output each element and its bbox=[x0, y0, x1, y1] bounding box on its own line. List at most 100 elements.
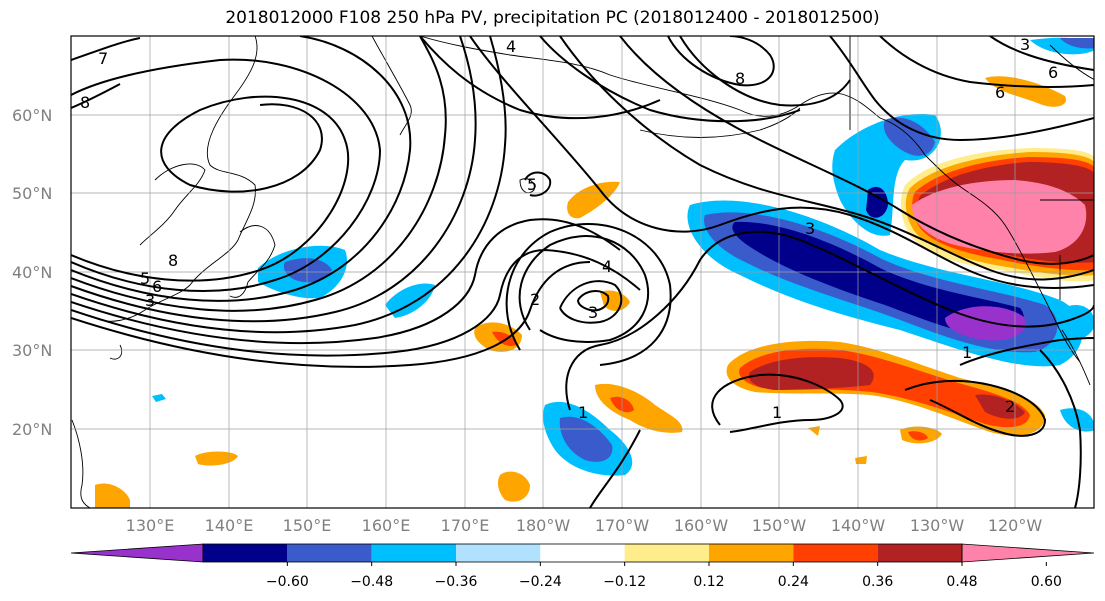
pv-contour bbox=[518, 235, 650, 343]
pv-contour bbox=[469, 36, 1094, 289]
contour-label: 6 bbox=[152, 277, 162, 296]
lon-label: 180°W bbox=[516, 516, 571, 535]
lon-label: 160°W bbox=[674, 516, 729, 535]
precip-patch bbox=[595, 383, 683, 433]
contour-label: 6 bbox=[995, 83, 1005, 102]
pv-contour bbox=[419, 36, 661, 120]
colorbar-segment bbox=[371, 544, 456, 562]
lon-label: 130°E bbox=[126, 516, 175, 535]
pv-contour bbox=[879, 36, 1094, 88]
coastline bbox=[879, 117, 1081, 363]
colorbar-tick-label: 0.12 bbox=[693, 574, 724, 590]
colorbar-tick-label: −0.24 bbox=[519, 574, 562, 590]
colorbar-segment bbox=[203, 544, 288, 562]
precip-patch bbox=[808, 426, 820, 436]
contour-label: 7 bbox=[98, 49, 108, 68]
lon-label: 130°W bbox=[910, 516, 965, 535]
pv-contour bbox=[71, 36, 447, 312]
colorbar-tick-label: −0.12 bbox=[603, 574, 646, 590]
pv-contours bbox=[71, 36, 1094, 508]
pv-contour bbox=[71, 83, 121, 109]
precip-patch bbox=[732, 221, 1024, 338]
precip-patch bbox=[975, 394, 1025, 419]
lon-label: 150°E bbox=[283, 516, 332, 535]
lon-label: 170°W bbox=[595, 516, 650, 535]
pv-contour bbox=[565, 230, 1094, 411]
contour-label: 3 bbox=[805, 219, 815, 238]
pv-contour bbox=[71, 36, 507, 334]
precip-patch bbox=[908, 431, 928, 441]
precip-patch bbox=[195, 451, 238, 466]
precip-patch bbox=[95, 483, 130, 508]
coastline bbox=[139, 163, 206, 246]
lat-label: 50°N bbox=[12, 184, 52, 203]
pv-contour bbox=[711, 373, 844, 433]
pv-contour bbox=[559, 36, 1094, 281]
colorbar-extension-low bbox=[70, 543, 204, 563]
contour-label: 8 bbox=[168, 251, 178, 270]
lat-label: 20°N bbox=[12, 420, 52, 439]
colorbar-tick-label: 0.36 bbox=[862, 574, 893, 590]
lat-label: 60°N bbox=[12, 106, 52, 125]
precip-patch bbox=[559, 416, 613, 462]
pv-contour bbox=[71, 248, 641, 357]
pv-contour bbox=[71, 261, 591, 368]
contour-label: 1 bbox=[962, 343, 972, 362]
precip-patch bbox=[567, 181, 620, 219]
colorbar-segment bbox=[709, 544, 794, 562]
colorbar-extension-high bbox=[961, 543, 1095, 563]
lon-label: 140°E bbox=[205, 516, 254, 535]
precip-positive-shading bbox=[95, 76, 1094, 508]
contour-label: 3 bbox=[588, 303, 598, 322]
coastline bbox=[109, 344, 123, 360]
contour-label: 2 bbox=[530, 290, 540, 309]
pv-contour bbox=[959, 337, 1094, 366]
colorbar-tick-label: −0.60 bbox=[266, 574, 309, 590]
pv-contour bbox=[1039, 349, 1082, 508]
colorbar-tick-label: 0.24 bbox=[778, 574, 809, 590]
precip-patch bbox=[985, 76, 1066, 107]
contour-label: 1 bbox=[578, 403, 588, 422]
lon-label: 120°W bbox=[988, 516, 1043, 535]
coastline bbox=[371, 36, 412, 136]
graticule bbox=[71, 36, 1094, 508]
precip-patch bbox=[283, 258, 332, 283]
contour-labels: 7 8 4 8 3 6 6 8 6 5 3 4 2 3 1 1 1 2 3 5 bbox=[80, 36, 1058, 422]
coastline bbox=[639, 107, 801, 138]
pv-contour bbox=[71, 36, 412, 302]
contour-label: 4 bbox=[506, 37, 516, 56]
colorbar-tick-label: −0.36 bbox=[435, 574, 478, 590]
coastline bbox=[1049, 44, 1094, 80]
coastline bbox=[1061, 329, 1091, 386]
pv-contour bbox=[71, 36, 477, 323]
contour-label: 1 bbox=[772, 403, 782, 422]
precip-patch bbox=[748, 357, 874, 390]
lat-label: 40°N bbox=[12, 263, 52, 282]
colorbar-tick-label: −0.48 bbox=[350, 574, 393, 590]
pv-contour bbox=[71, 95, 350, 282]
coastline bbox=[229, 225, 276, 298]
pv-contour bbox=[577, 290, 610, 312]
pv-contour bbox=[667, 36, 775, 87]
colorbar-segment bbox=[624, 544, 709, 562]
pv-contour bbox=[524, 171, 552, 197]
pv-contour bbox=[679, 36, 851, 107]
colorbar-frame bbox=[202, 543, 963, 563]
chart-title: 2018012000 F108 250 hPa PV, precipitatio… bbox=[225, 8, 880, 28]
pv-contour bbox=[989, 36, 1094, 71]
map-panel: 7 8 4 8 3 6 6 8 6 5 3 4 2 3 1 1 1 2 3 5 bbox=[71, 36, 1094, 508]
pv-contour bbox=[505, 223, 672, 366]
latitude-labels: 60°N 50°N 40°N 30°N 20°N bbox=[12, 106, 52, 439]
contour-label: 8 bbox=[735, 69, 745, 88]
colorbar-tick-label: 0.48 bbox=[946, 574, 977, 590]
precip-patch bbox=[497, 471, 530, 502]
precip-patch bbox=[152, 394, 166, 402]
precip-patch bbox=[385, 283, 435, 318]
contour-label: 3 bbox=[145, 291, 155, 310]
lon-label: 140°W bbox=[831, 516, 886, 535]
pv-contour bbox=[71, 37, 141, 61]
contour-label: 5 bbox=[140, 269, 150, 288]
pv-contour bbox=[619, 36, 1094, 265]
coastline bbox=[739, 92, 881, 119]
